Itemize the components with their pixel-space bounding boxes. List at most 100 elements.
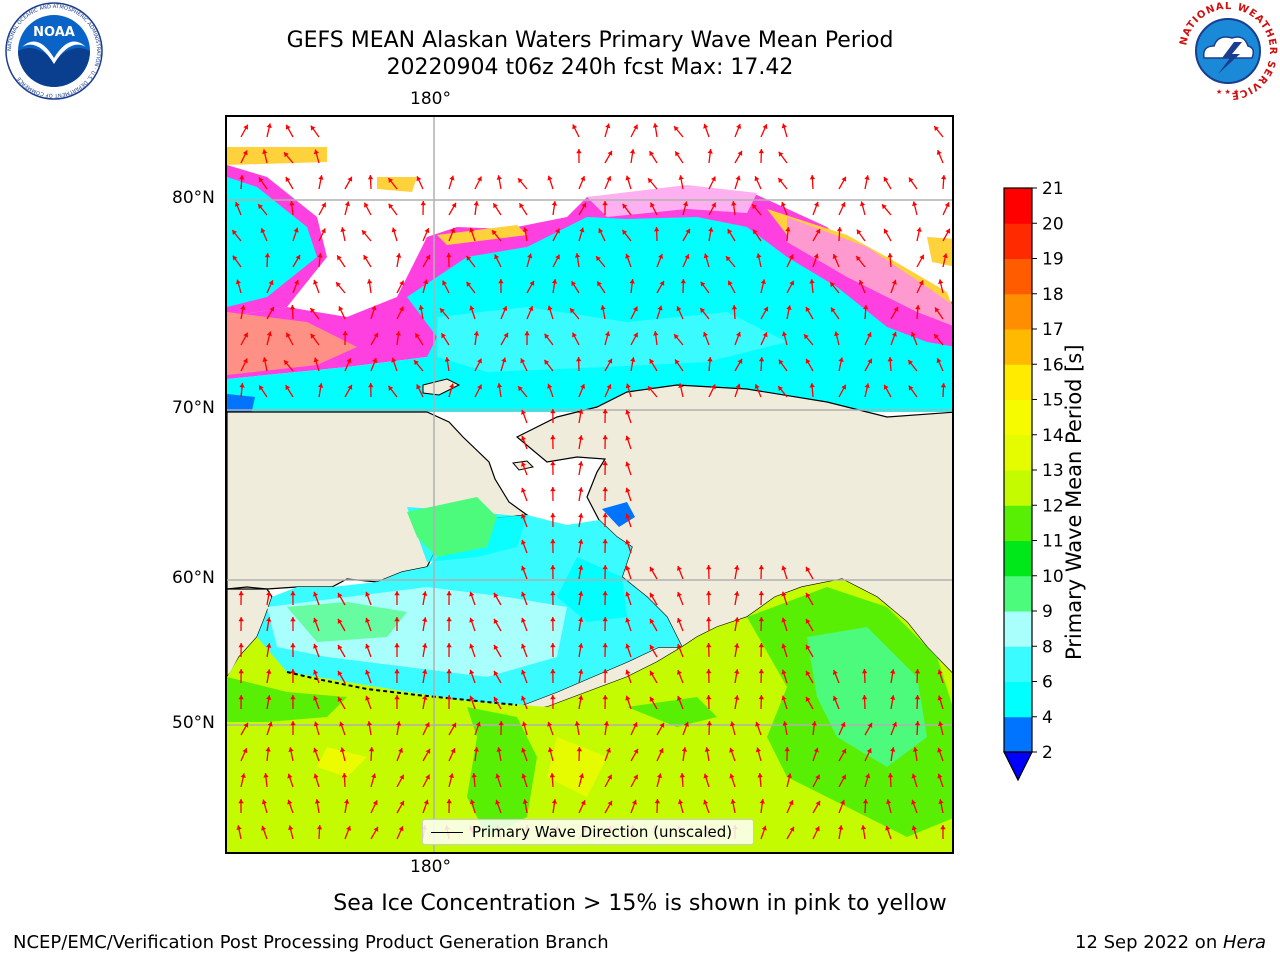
wave-arrow-head [425, 774, 430, 780]
colorbar-tick-label: 4 [1042, 708, 1053, 728]
wave-arrow-head [938, 279, 944, 285]
wave-arrow-head [938, 721, 944, 727]
wave-arrow-head [416, 384, 422, 390]
wave-arrow-head [653, 227, 660, 232]
wave-arrow-head [706, 617, 712, 622]
wave-arrow-head [346, 825, 352, 831]
wave-arrow-head [729, 773, 735, 779]
water-region [227, 217, 952, 412]
wave-arrow-head [518, 386, 523, 392]
wave-arrow-head [295, 254, 301, 260]
lon-label-bottom: 180° [410, 857, 451, 877]
wave-arrow-head [259, 385, 264, 391]
wave-arrow-head [648, 386, 653, 392]
wave-arrow-head [242, 358, 248, 364]
wave-arrow-head [366, 279, 373, 284]
wave-arrow-head [867, 358, 873, 364]
water-region [467, 707, 537, 837]
wave-arrow-head [503, 332, 509, 338]
wave-arrow-head [521, 513, 527, 519]
wave-arrow-head [290, 591, 296, 596]
wave-arrow-head [892, 721, 898, 727]
water-region [807, 627, 927, 767]
wave-arrow-head [521, 565, 527, 571]
wave-arrow-head [338, 306, 344, 312]
wave-arrow-head [580, 176, 586, 182]
wave-arrow-head [243, 332, 248, 338]
wave-arrow-head [551, 799, 558, 804]
wave-arrow-head [466, 281, 472, 287]
wave-arrow-head [580, 383, 586, 389]
wave-arrow-head [493, 203, 498, 209]
wave-arrow-head [685, 228, 691, 234]
wave-arrow-head [832, 696, 838, 701]
ice-band [437, 225, 527, 245]
wave-arrow-head [520, 358, 526, 364]
wave-arrow-head [578, 617, 584, 622]
wave-arrow-head [446, 669, 452, 674]
wave-arrow-head [604, 331, 611, 337]
wave-arrow-head [674, 334, 679, 340]
wave-arrow-head [262, 149, 268, 155]
wave-arrow-head [652, 123, 659, 128]
wave-arrow-head [415, 333, 420, 339]
wave-arrow-head [496, 383, 503, 388]
wave-arrow-head [266, 331, 273, 337]
wave-arrow-head [756, 253, 762, 259]
wave-arrow-head [521, 617, 527, 623]
colorbar-title: Primary Wave Mean Period [s] [1062, 344, 1086, 660]
wave-arrow-head [758, 617, 764, 622]
wave-arrow-head [778, 359, 784, 365]
wave-arrow-head [704, 747, 710, 752]
wave-arrow-head [267, 721, 273, 727]
wave-arrow-head [371, 773, 377, 779]
wave-arrow-head [911, 773, 917, 779]
wave-arrow-head [310, 125, 316, 131]
wave-arrow-head [572, 332, 577, 338]
wave-arrow-head [340, 747, 346, 753]
wave-arrow-head [388, 203, 394, 209]
wave-arrow-head [758, 565, 764, 570]
colorbar-tick-label: 2 [1042, 743, 1053, 763]
wave-arrow-head [290, 643, 296, 648]
wave-arrow-head [789, 826, 795, 832]
wave-arrow-head [605, 123, 611, 129]
wave-arrow-head [682, 201, 689, 207]
wave-arrow-head [395, 331, 401, 336]
wave-arrow-head [524, 331, 530, 336]
wave-arrow-head [551, 201, 558, 206]
svg-text:NOAA: NOAA [33, 25, 75, 40]
colorbar-tick-label: 13 [1042, 461, 1064, 481]
wave-arrow-head [633, 774, 638, 780]
colorbar-tick-label: 12 [1042, 496, 1064, 516]
wave-arrow-head [446, 591, 452, 596]
wave-arrow-head [294, 279, 300, 285]
wave-arrow-head [625, 253, 631, 259]
wave-arrow-head [449, 175, 455, 181]
wave-arrow-head [935, 307, 940, 313]
wave-arrow-head [937, 747, 943, 753]
ice-band [787, 217, 952, 326]
wave-arrow-head [805, 644, 811, 650]
colorbar-tick-label: 16 [1042, 355, 1064, 375]
wave-arrow-head [574, 253, 581, 258]
wave-arrow-head [310, 307, 316, 313]
wave-arrow-head [527, 253, 533, 259]
wave-arrow-head [314, 799, 321, 804]
wave-arrow-head [676, 643, 682, 649]
wave-arrow-head [832, 670, 838, 675]
wave-arrow-head [754, 384, 760, 390]
wave-arrow-head [867, 722, 873, 728]
wave-arrow-head [262, 357, 268, 362]
colorbar-cell [1004, 540, 1032, 577]
colorbar-cell [1004, 716, 1032, 753]
wave-arrow-head [363, 255, 369, 261]
wave-arrow-head [758, 669, 764, 674]
wave-arrow-head [238, 617, 244, 622]
wave-arrow-head [680, 279, 686, 284]
wave-arrow-head [365, 617, 371, 623]
wave-arrow-head [737, 150, 743, 156]
lat-label-60: 60°N [172, 568, 215, 588]
wave-arrow-head [242, 150, 248, 156]
wave-arrow-head [288, 825, 294, 831]
